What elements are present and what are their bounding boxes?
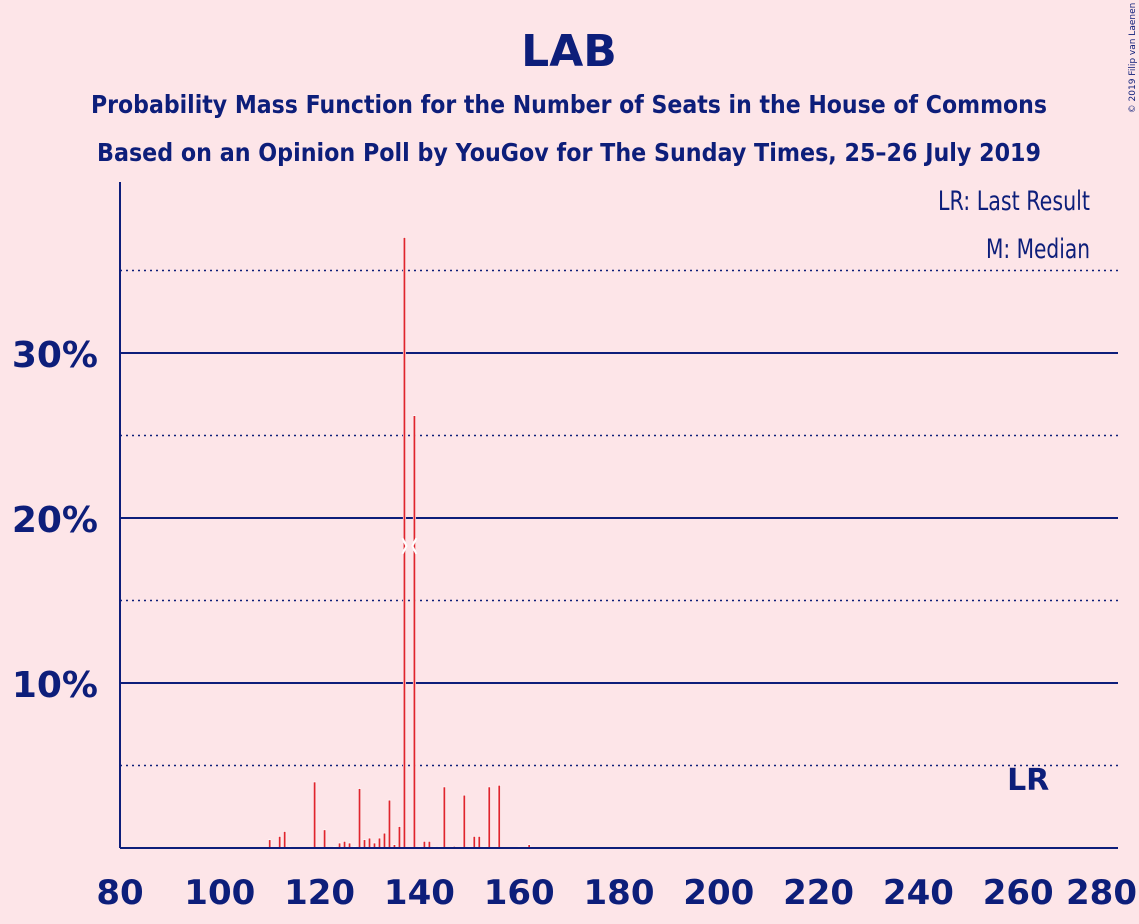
x-tick-label: 200 [683, 873, 754, 913]
x-tick-label: 80 [96, 873, 143, 913]
legend-median: M: Median [986, 234, 1090, 265]
chart-subtitle-line-2: Based on an Opinion Poll by YouGov for T… [97, 138, 1041, 167]
bar [367, 837, 371, 849]
bar [377, 837, 381, 849]
y-tick-label: 30% [12, 335, 98, 376]
bar [472, 836, 476, 849]
bar [487, 786, 491, 849]
grid-lines [120, 269, 1118, 767]
x-tick-label: 160 [484, 873, 555, 913]
x-tick-label: 180 [584, 873, 655, 913]
x-tick-label: 100 [184, 873, 255, 913]
bar [283, 831, 287, 849]
bar [323, 829, 327, 849]
bar [387, 799, 391, 849]
x-tick-label: 220 [783, 873, 854, 913]
median-marker-left [401, 537, 408, 555]
x-tick-label: 280 [1066, 873, 1137, 913]
bar [497, 784, 501, 849]
bar [358, 788, 362, 849]
markers: LR [401, 537, 1049, 798]
bar [442, 786, 446, 849]
copyright-notice: © 2019 Filip van Laenen [1128, 3, 1138, 114]
median-marker-right [411, 537, 418, 555]
bar [278, 836, 282, 849]
bar [268, 839, 272, 849]
y-tick-label: 10% [12, 665, 98, 706]
bar [397, 826, 401, 849]
chart-subtitle-line-1: Probability Mass Function for the Number… [91, 90, 1047, 119]
bar [462, 794, 466, 849]
bar [477, 836, 481, 849]
bar [363, 839, 367, 849]
legend-last-result: LR: Last Result [938, 186, 1090, 217]
x-tick-label: 240 [883, 873, 954, 913]
axes [119, 182, 1118, 849]
bar [382, 832, 386, 849]
y-tick-labels: 10% 20% 30% [12, 335, 98, 706]
bar [313, 781, 317, 849]
y-tick-label: 20% [12, 500, 98, 541]
last-result-marker-label: LR [1007, 763, 1049, 798]
x-tick-label: 120 [284, 873, 355, 913]
chart-title: LAB [521, 26, 617, 77]
x-tick-labels: 80 100 120 140 160 180 200 220 240 260 280 [96, 873, 1137, 913]
x-tick-label: 260 [983, 873, 1054, 913]
x-tick-label: 140 [384, 873, 455, 913]
bar [412, 415, 416, 849]
